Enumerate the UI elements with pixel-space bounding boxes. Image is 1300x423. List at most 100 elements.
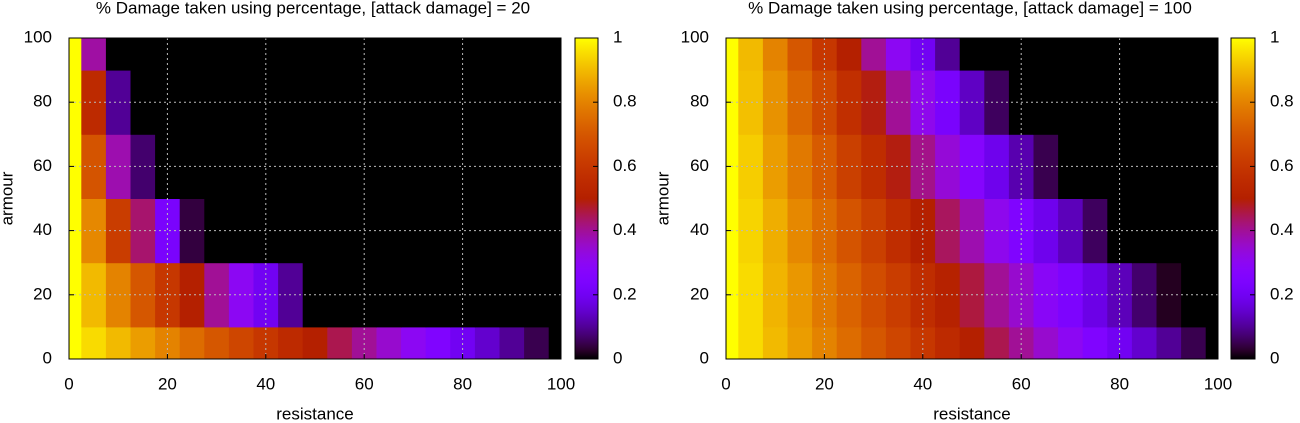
heat-cell [1082,326,1108,360]
x-tick-label: 60 [1012,374,1031,393]
heat-cell [738,326,764,360]
heat-cell [278,38,304,71]
x-tick-label: 60 [355,374,374,393]
colorbar-tick-label: 0 [613,348,622,367]
plot-frame [725,37,1219,360]
heat-cell [1156,326,1182,360]
heat-cell [376,38,402,71]
heat-cell [1058,38,1084,71]
heat-cell [179,70,205,135]
heat-cell [179,262,205,328]
heat-cell [401,38,427,71]
heat-cell [1033,326,1059,360]
heat-cell [984,38,1010,71]
heat-cell [726,38,739,71]
heat-cell [278,326,304,360]
y-tick-label: 0 [43,348,52,367]
heat-cell [1131,262,1157,328]
chart-title: % Damage taken using percentage, [attack… [748,0,1192,17]
heat-cell [548,326,562,360]
x-tick-label: 40 [256,374,275,393]
x-tick-label: 80 [453,374,472,393]
heat-cell [1033,38,1059,71]
y-axis-label: armour [0,171,16,225]
heat-cell [1131,38,1157,71]
heat-cell [836,38,862,71]
heat-cell [179,134,205,199]
colorbar-tick-label: 0.8 [1270,92,1294,111]
heat-cell [474,70,500,135]
heat-cell [327,38,353,71]
heat-cell [1131,198,1157,264]
heat-cell [327,326,353,360]
heat-cell [474,38,500,71]
y-tick-label: 20 [690,284,709,303]
heat-cell [1181,326,1207,360]
heat-cell [401,326,427,360]
heat-cell [935,326,961,360]
heat-cell [524,38,550,71]
colorbar-tick-label: 0.2 [613,284,637,303]
heat-cell [885,38,911,71]
y-tick-label: 20 [33,284,52,303]
heat-cell [302,38,328,71]
heat-cell [1131,70,1157,135]
x-tick-label: 20 [158,374,177,393]
colorbar-tick-label: 0 [1270,348,1279,367]
heat-cell [787,38,813,71]
colorbar [574,37,599,360]
heat-cell [762,38,788,71]
colorbar-tick-label: 0.8 [613,92,637,111]
heat-cell [959,326,985,360]
heat-cell [474,134,500,199]
heat-cell [1058,326,1084,360]
colorbar-tick-label: 0.6 [613,156,637,175]
x-tick-label: 100 [547,374,575,393]
heat-cell [1205,326,1219,360]
y-tick-label: 40 [33,220,52,239]
heat-cell [524,326,550,360]
y-tick-label: 100 [681,27,709,46]
heat-cell [836,134,862,199]
heat-cell [69,326,82,360]
heat-cell [738,38,764,71]
colorbar-tick-label: 0.6 [1270,156,1294,175]
heat-cell [499,38,525,71]
heat-cell [228,38,254,71]
heat-cell [885,326,911,360]
heat-cell [1082,38,1108,71]
heat-cell [376,326,402,360]
x-tick-label: 20 [815,374,834,393]
heat-cell [1205,38,1219,71]
colorbar [1230,37,1256,360]
colorbar-tick-label: 0.2 [1270,284,1294,303]
x-tick-label: 40 [913,374,932,393]
x-tick-label: 0 [721,374,730,393]
x-tick-label: 100 [1204,374,1232,393]
colorbar-tick-label: 1 [1270,27,1279,46]
heat-cell [1181,38,1207,71]
heat-cell [1131,326,1157,360]
x-axis-label: resistance [933,404,1010,423]
colorbar-tick-label: 1 [613,27,622,46]
y-axis-label: armour [653,171,672,225]
heat-cell [204,38,230,71]
heat-cell [179,198,205,264]
heat-cell [984,326,1010,360]
heat-cell [155,262,181,328]
heat-cell [425,326,451,360]
heat-cell [130,38,156,71]
heat-cell [179,38,205,71]
heat-cell [81,38,107,71]
heat-cell [1156,38,1182,71]
x-axis-label: resistance [276,404,353,423]
heat-cell [130,326,156,360]
heat-cell [474,198,500,264]
heat-cell [836,198,862,264]
y-tick-label: 100 [24,27,52,46]
heat-cell [548,38,562,71]
heat-cell [935,38,961,71]
heat-cell [1131,134,1157,199]
colorbar-tick-label: 0.4 [613,220,637,239]
